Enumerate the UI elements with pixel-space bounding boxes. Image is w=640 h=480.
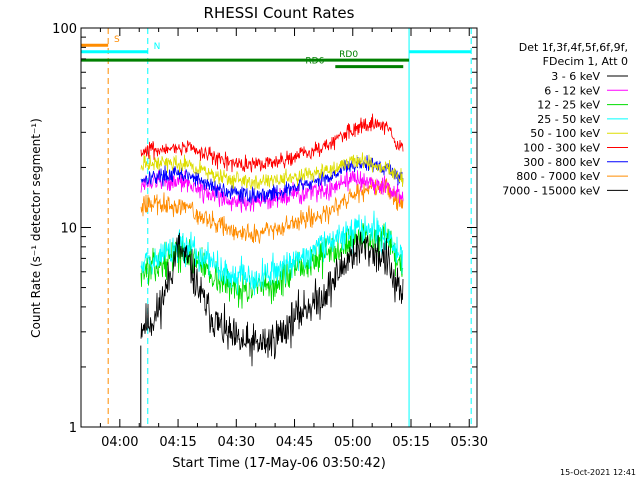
- annotation-label-s: S: [114, 35, 120, 45]
- annotation-label-n: N: [154, 42, 161, 52]
- chart-title: RHESSI Count Rates: [204, 4, 355, 22]
- x-tick-label: 05:00: [334, 435, 371, 450]
- series-line-7: [140, 177, 404, 244]
- y-tick-label: 100: [52, 22, 77, 37]
- y-tick-label: 10: [60, 222, 77, 237]
- legend-label: 12 - 25 keV: [537, 99, 600, 112]
- y-axis-label: Count Rate (s⁻¹ detector segment⁻¹): [29, 118, 43, 338]
- legend-label: 800 - 7000 keV: [516, 170, 600, 183]
- legend-label: 300 - 800 keV: [523, 156, 600, 169]
- y-tick-label: 1: [69, 421, 77, 436]
- annotation-label-rd6: RD6: [305, 57, 324, 67]
- x-tick-label: 05:30: [451, 435, 488, 450]
- legend-label: 7000 - 15000 keV: [502, 184, 600, 197]
- legend-label: 6 - 12 keV: [544, 84, 600, 97]
- series-line-5: [140, 113, 404, 173]
- annotation-label-rd0: RD0: [339, 50, 358, 60]
- x-tick-label: 04:45: [276, 435, 313, 450]
- series-line-0: [140, 231, 404, 367]
- x-tick-label: 04:30: [218, 435, 255, 450]
- legend-label: 100 - 300 keV: [523, 142, 600, 155]
- legend-label: 25 - 50 keV: [537, 113, 600, 126]
- series-line-3: [140, 210, 404, 296]
- legend-label: 3 - 6 keV: [551, 70, 600, 83]
- legend-label: 50 - 100 keV: [530, 127, 600, 140]
- axes-content: 04:00 04:15 04:30 04:45 05:00 05:15 05:30 1 10 10…: [52, 22, 488, 450]
- x-axis-label: Start Time (17-May-06 03:50:42): [172, 456, 386, 471]
- legend-header-line-1: Det 1f,3f,4f,5f,6f,9f,: [519, 41, 628, 54]
- legend-header-line-2: FDecim 1, Att 0: [543, 55, 628, 68]
- plot-content: S N RD0 RD6: [80, 28, 472, 427]
- x-tick-label: 05:15: [392, 435, 429, 450]
- x-tick-label: 04:15: [159, 435, 196, 450]
- series-line-4: [140, 152, 404, 190]
- footer-timestamp: 15-Oct-2021 12:41: [560, 468, 636, 477]
- x-tick-label: 04:00: [101, 435, 138, 450]
